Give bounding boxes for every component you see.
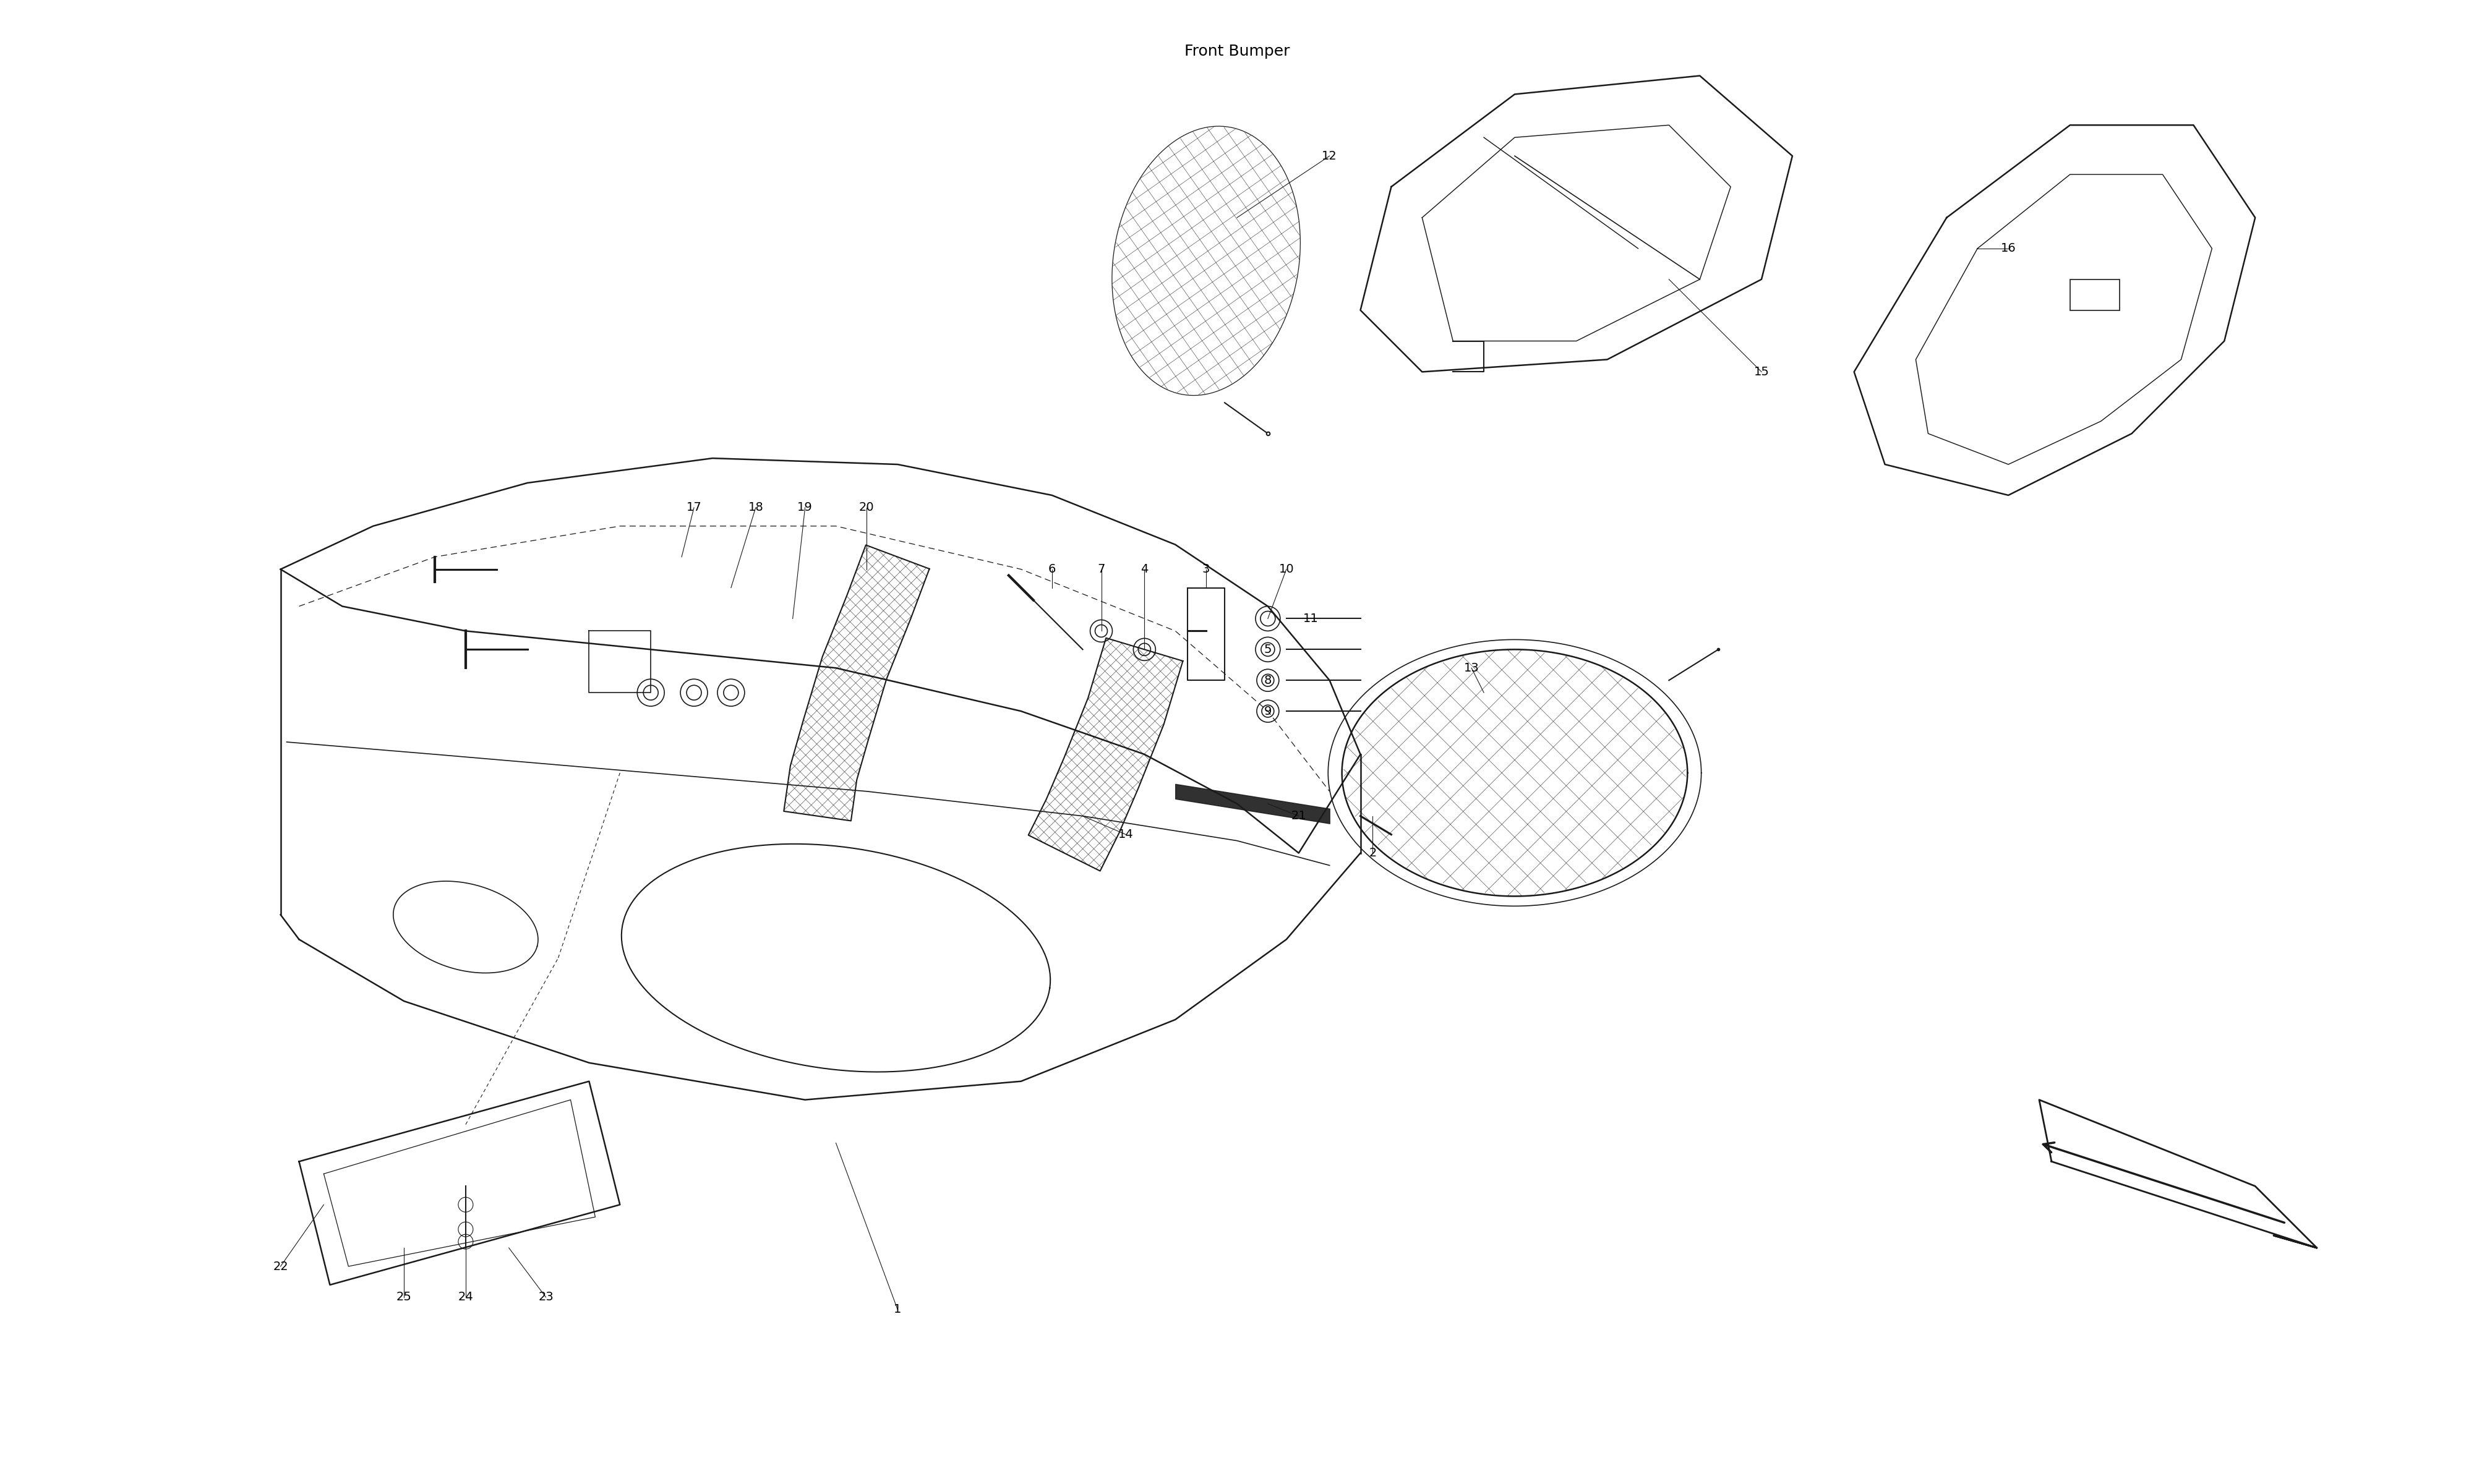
Text: 13: 13 [1465, 662, 1479, 674]
Text: 16: 16 [2001, 242, 2016, 254]
Text: 17: 17 [685, 502, 703, 513]
Text: 18: 18 [747, 502, 764, 513]
Text: 6: 6 [1049, 564, 1056, 576]
Text: 7: 7 [1098, 564, 1106, 576]
Text: 10: 10 [1279, 564, 1294, 576]
Text: 21: 21 [1291, 810, 1306, 822]
Text: 4: 4 [1141, 564, 1148, 576]
Text: 24: 24 [458, 1291, 473, 1303]
Bar [2071, 279, 2120, 310]
Text: 20: 20 [858, 502, 873, 513]
Text: 2: 2 [1368, 847, 1376, 859]
Text: 22: 22 [272, 1260, 287, 1272]
Text: 8: 8 [1264, 674, 1272, 686]
Text: 1: 1 [893, 1303, 901, 1315]
Text: 3: 3 [1202, 564, 1210, 576]
Text: 19: 19 [797, 502, 811, 513]
Text: 9: 9 [1264, 705, 1272, 717]
Text: 5: 5 [1264, 644, 1272, 656]
Text: 23: 23 [539, 1291, 554, 1303]
Text: 11: 11 [1304, 613, 1319, 625]
Text: 12: 12 [1321, 150, 1338, 162]
Text: 14: 14 [1118, 828, 1133, 840]
Text: 15: 15 [1754, 367, 1769, 378]
Text: 25: 25 [396, 1291, 411, 1303]
Text: Front Bumper: Front Bumper [1185, 43, 1289, 58]
